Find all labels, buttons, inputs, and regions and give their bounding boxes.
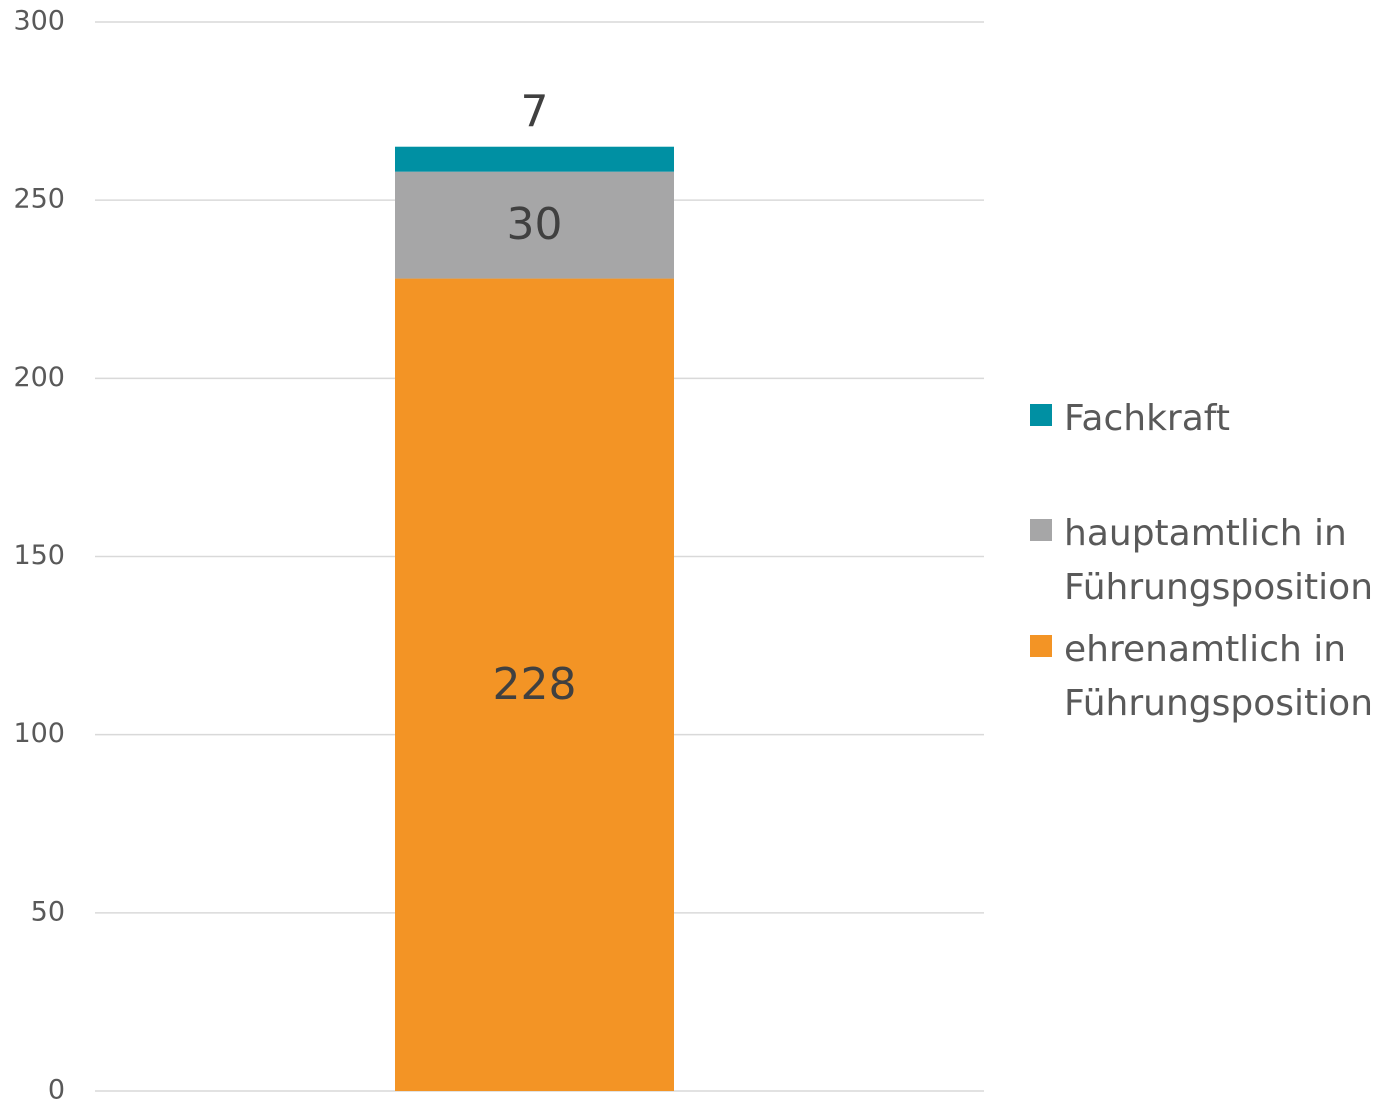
- y-tick-label: 300: [13, 6, 65, 37]
- bar-segment: [395, 146, 674, 172]
- legend-item: hauptamtlich in Führungsposition: [1030, 507, 1384, 615]
- legend-label: hauptamtlich in Führungsposition: [1064, 513, 1374, 608]
- bar-segment: [395, 171, 674, 279]
- legend-item: Fachkraft: [1030, 392, 1384, 446]
- bar-segment: [395, 278, 674, 1091]
- y-tick-label: 0: [48, 1075, 65, 1102]
- legend-swatch: [1030, 404, 1052, 426]
- y-tick-label: 250: [13, 184, 65, 215]
- data-label: 7: [521, 87, 549, 138]
- legend-label: Fachkraft: [1064, 398, 1230, 439]
- y-tick-label: 150: [13, 540, 65, 571]
- y-tick-label: 50: [31, 896, 65, 927]
- y-tick-label: 200: [13, 362, 65, 393]
- legend-swatch: [1030, 635, 1052, 657]
- data-label: 30: [507, 199, 563, 250]
- legend-swatch: [1030, 519, 1052, 541]
- legend-label: ehrenamtlich in Führungsposition: [1064, 629, 1374, 724]
- data-label: 228: [493, 659, 577, 710]
- y-tick-label: 100: [13, 718, 65, 749]
- legend-item: ehrenamtlich in Führungsposition: [1030, 623, 1384, 731]
